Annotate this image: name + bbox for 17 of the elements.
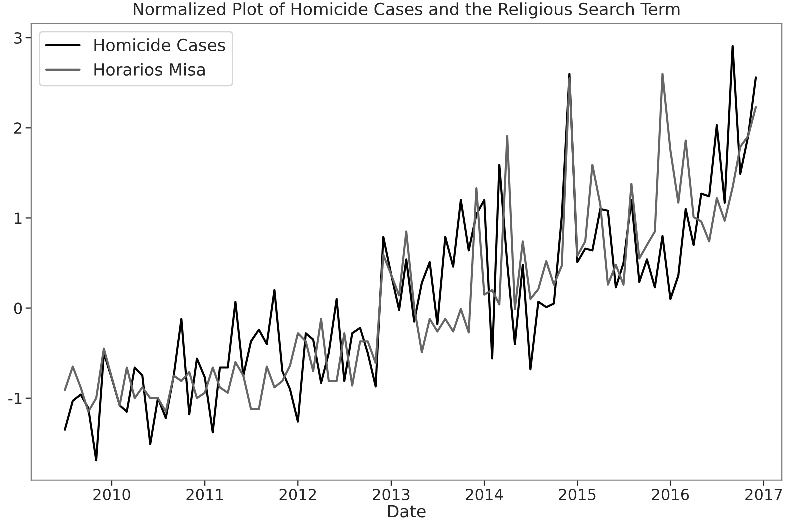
x-axis-title: Date [388, 505, 426, 518]
legend-label: Horarios Misa [94, 63, 205, 76]
x-tick-label: 2012 [280, 488, 316, 501]
x-tick-label: 2010 [94, 488, 130, 501]
x-tick-label: 2011 [186, 488, 224, 501]
x-tick-label: 2015 [559, 488, 596, 501]
legend-label: Homicide Cases [94, 38, 226, 52]
y-tick-label: 3 [14, 32, 22, 44]
y-tick-label: 2 [14, 122, 22, 134]
x-tick-label: 2017 [746, 488, 782, 501]
x-tick-label: 2013 [373, 488, 410, 501]
y-tick-label: 1 [15, 212, 22, 224]
x-tick-label: 2014 [466, 488, 504, 501]
y-tick-label: -1 [8, 393, 22, 404]
chart-title: Normalized Plot of Homicide Cases and the Religious Search Term [134, 2, 680, 19]
x-tick-label: 2016 [652, 488, 690, 501]
y-tick-label: 0 [14, 302, 22, 314]
